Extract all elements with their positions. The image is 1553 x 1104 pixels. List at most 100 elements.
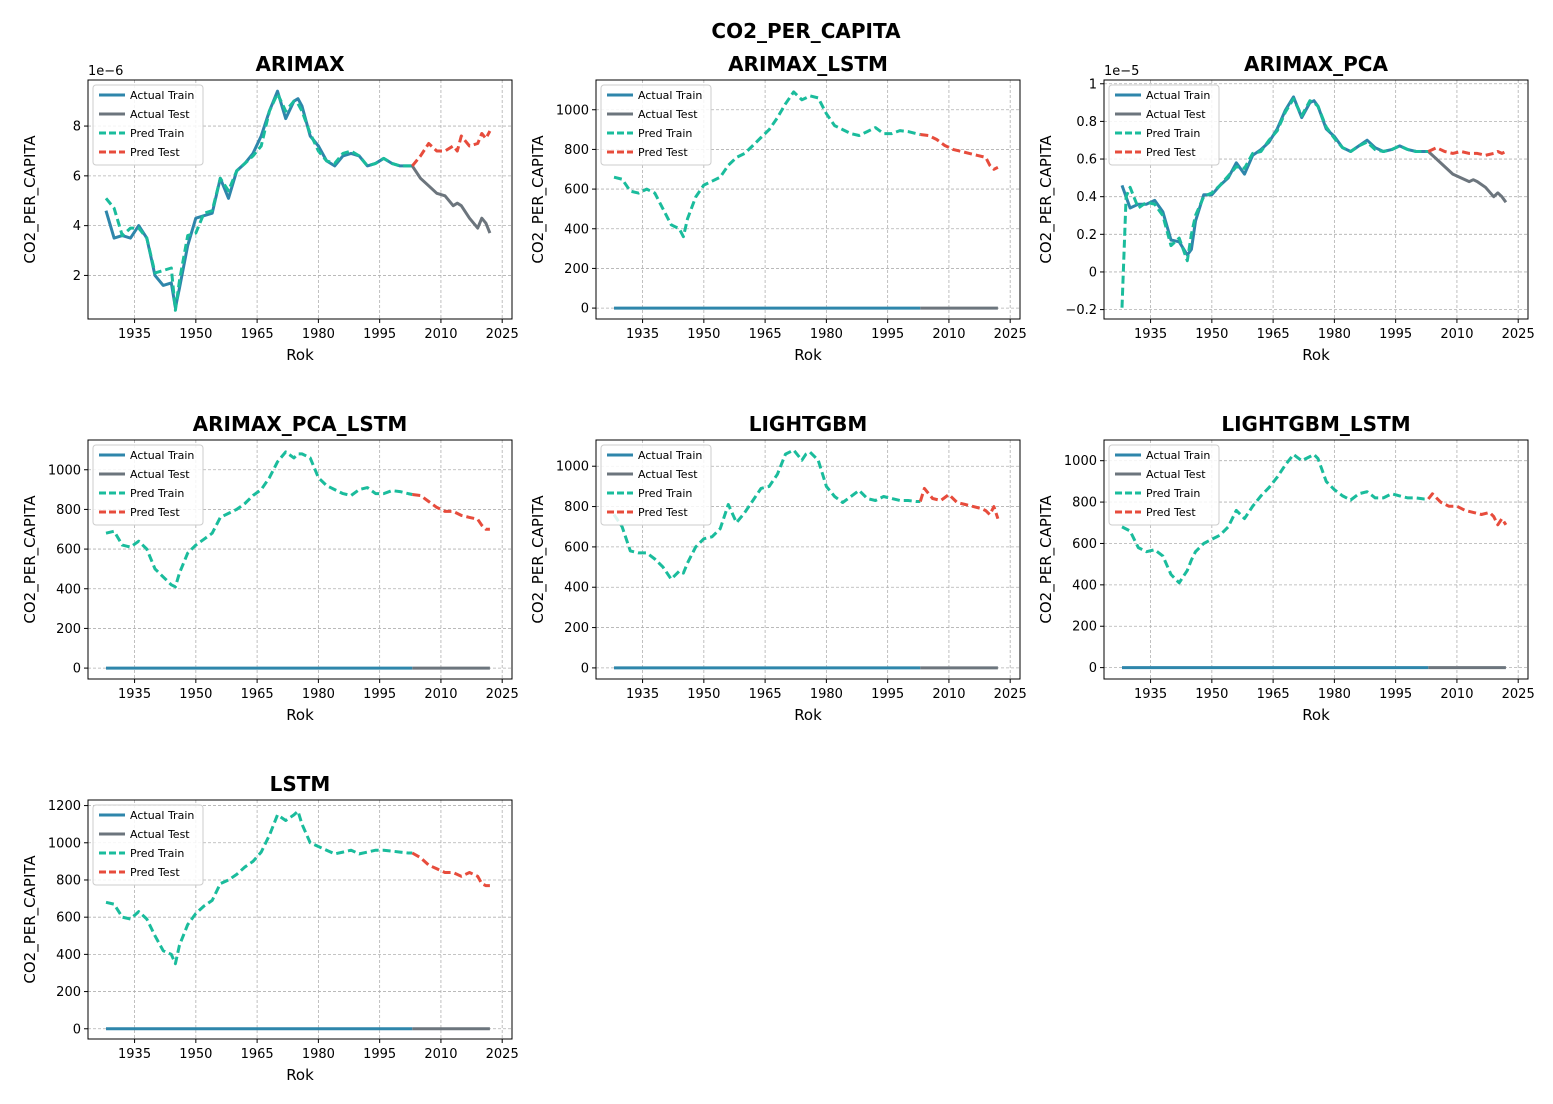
- x-tick-label: 2010: [932, 327, 965, 342]
- legend-label-actual-train: Actual Train: [130, 809, 194, 822]
- x-tick-label: 1950: [179, 1047, 212, 1062]
- legend-label-actual-test: Actual Test: [1146, 468, 1206, 481]
- y-axis-label: CO2_PER_CAPITA: [21, 495, 40, 624]
- y-tick-label: 800: [56, 503, 81, 518]
- series-group: [613, 90, 999, 310]
- x-tick-label: 1950: [1195, 687, 1228, 702]
- subplot-lightgbm: 1935 1950 1965 1980 1995 2010 2025 0 200 400 600 80…: [529, 412, 1027, 724]
- y-tick-label: 800: [56, 873, 81, 888]
- x-tick-label: 1965: [241, 327, 274, 342]
- x-tick-label: 1950: [179, 687, 212, 702]
- series-group: [1121, 453, 1508, 670]
- legend-label-pred-test: Pred Test: [130, 146, 180, 159]
- series-line-pred-test: [411, 130, 492, 167]
- x-tick-label: 2010: [424, 1047, 457, 1062]
- series-group: [612, 448, 1000, 670]
- x-tick-label: 1980: [1318, 327, 1351, 342]
- legend: Actual Train Actual Test Pred Train Pred Te…: [1108, 444, 1220, 526]
- x-tick-label: 2025: [994, 687, 1027, 702]
- y-tick-label: 1000: [556, 103, 589, 118]
- legend-label-actual-test: Actual Test: [130, 828, 190, 841]
- x-tick-label: 1980: [302, 327, 335, 342]
- x-tick-label: 1935: [118, 687, 151, 702]
- x-tick-label: 1950: [687, 687, 720, 702]
- series-line-pred-test: [920, 133, 999, 171]
- series-line-pred-test: [918, 486, 1000, 520]
- y-tick-label: 1000: [48, 836, 81, 851]
- x-tick-label: 2025: [486, 327, 519, 342]
- x-tick-label: 2010: [1440, 687, 1473, 702]
- axes-frame: [87, 439, 513, 680]
- x-axis-label: Rok: [286, 706, 314, 724]
- subplot-arimax-lstm: 1935 1950 1965 1980 1995 2010 2025 0 200 400 600 80…: [529, 52, 1027, 364]
- x-axis-label: Rok: [1302, 346, 1330, 364]
- y-tick-label: 600: [564, 183, 589, 198]
- y-tick-label: 0: [73, 1022, 81, 1037]
- y-tick-label: 800: [564, 500, 589, 515]
- subplot-title: ARIMAX: [255, 52, 345, 76]
- subplot-title: ARIMAX_PCA_LSTM: [193, 412, 408, 436]
- legend-label-pred-test: Pred Test: [130, 866, 180, 879]
- x-tick-label: 1995: [1379, 327, 1412, 342]
- subplot-title: ARIMAX_LSTM: [728, 52, 888, 76]
- x-tick-label: 1950: [687, 327, 720, 342]
- subplot-title: LIGHTGBM: [749, 412, 868, 436]
- legend-label-pred-test: Pred Test: [638, 506, 688, 519]
- series-line-pred-train: [104, 92, 413, 312]
- x-axis-label: Rok: [794, 706, 822, 724]
- y-tick-label: 400: [56, 582, 81, 597]
- legend-label-actual-train: Actual Train: [1146, 449, 1210, 462]
- x-tick-label: 2010: [424, 687, 457, 702]
- legend: Actual Train Actual Test Pred Train Pred Te…: [92, 84, 204, 166]
- y-tick-label: 1000: [1064, 454, 1097, 469]
- y-tick-label: 600: [56, 543, 81, 558]
- y-axis-label: CO2_PER_CAPITA: [1037, 495, 1056, 624]
- legend: Actual Train Actual Test Pred Train Pred Te…: [92, 444, 204, 526]
- y-tick-label: 200: [56, 622, 81, 637]
- axes-frame: [1103, 79, 1529, 320]
- x-tick-label: 1965: [749, 327, 782, 342]
- legend: Actual Train Actual Test Pred Train Pred Te…: [600, 444, 712, 526]
- legend-label-pred-train: Pred Train: [638, 487, 692, 500]
- y-offset-label: 1e−6: [88, 64, 123, 79]
- legend-frame: [1108, 84, 1220, 166]
- y-tick-label: 800: [564, 143, 589, 158]
- x-tick-label: 1950: [1195, 327, 1228, 342]
- legend-label-pred-train: Pred Train: [1146, 127, 1200, 140]
- legend-frame: [600, 444, 712, 526]
- legend-label-pred-train: Pred Train: [130, 847, 184, 860]
- y-tick-label: 6: [73, 169, 81, 184]
- series-group: [105, 450, 490, 670]
- y-tick-label: 0: [73, 662, 81, 677]
- legend: Actual Train Actual Test Pred Train Pred Te…: [1108, 84, 1220, 166]
- legend-label-pred-test: Pred Test: [1146, 146, 1196, 159]
- x-tick-label: 1980: [810, 327, 843, 342]
- legend-label-pred-test: Pred Test: [638, 146, 688, 159]
- legend-label-actual-test: Actual Test: [638, 468, 698, 481]
- legend: Actual Train Actual Test Pred Train Pred Te…: [600, 84, 712, 166]
- series-group: [104, 89, 492, 312]
- x-tick-label: 2010: [424, 327, 457, 342]
- x-tick-label: 1965: [749, 687, 782, 702]
- y-tick-label: 400: [564, 581, 589, 596]
- y-tick-label: 600: [1072, 537, 1097, 552]
- legend-label-actual-test: Actual Test: [638, 108, 698, 121]
- x-tick-label: 1995: [1379, 687, 1412, 702]
- x-axis-label: Rok: [1302, 706, 1330, 724]
- y-tick-label: 2: [73, 269, 81, 284]
- series-group: [1120, 95, 1508, 308]
- legend-label-actual-train: Actual Train: [130, 449, 194, 462]
- legend-label-actual-train: Actual Train: [1146, 89, 1210, 102]
- x-tick-label: 1995: [363, 1047, 396, 1062]
- legend-frame: [92, 444, 204, 526]
- y-tick-label: 1200: [48, 799, 81, 814]
- subplot-arimax-pca-lstm: 1935 1950 1965 1980 1995 2010 2025 0 200 400 600 80…: [21, 412, 519, 724]
- legend-label-pred-train: Pred Train: [130, 127, 184, 140]
- x-tick-label: 1935: [1134, 687, 1167, 702]
- y-tick-label: 0: [581, 302, 589, 317]
- legend-frame: [1108, 444, 1220, 526]
- legend-label-pred-test: Pred Test: [1146, 506, 1196, 519]
- y-tick-label: 4: [73, 219, 81, 234]
- subplot-title: LSTM: [270, 772, 331, 796]
